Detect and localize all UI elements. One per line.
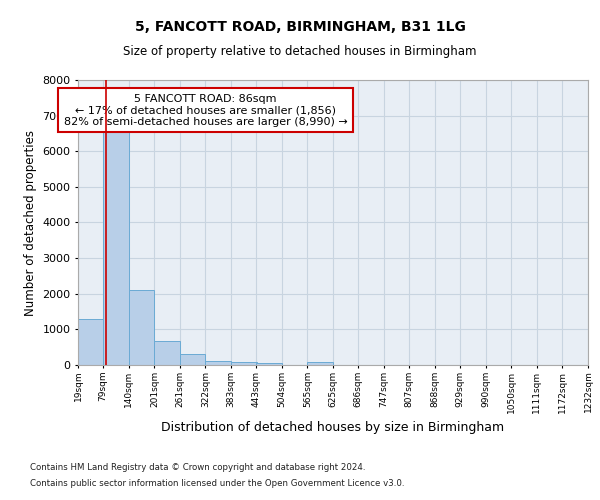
- Bar: [154, 341, 180, 365]
- Bar: [78, 318, 104, 365]
- Bar: [307, 362, 333, 365]
- Bar: [103, 130, 129, 365]
- Y-axis label: Number of detached properties: Number of detached properties: [23, 130, 37, 316]
- Text: Contains public sector information licensed under the Open Government Licence v3: Contains public sector information licen…: [30, 478, 404, 488]
- Bar: [256, 363, 282, 365]
- Bar: [205, 360, 231, 365]
- Bar: [179, 354, 205, 365]
- X-axis label: Distribution of detached houses by size in Birmingham: Distribution of detached houses by size …: [161, 421, 505, 434]
- Text: Contains HM Land Registry data © Crown copyright and database right 2024.: Contains HM Land Registry data © Crown c…: [30, 464, 365, 472]
- Text: Size of property relative to detached houses in Birmingham: Size of property relative to detached ho…: [123, 45, 477, 58]
- Text: 5 FANCOTT ROAD: 86sqm
← 17% of detached houses are smaller (1,856)
82% of semi-d: 5 FANCOTT ROAD: 86sqm ← 17% of detached …: [64, 94, 347, 126]
- Bar: [231, 362, 257, 365]
- Bar: [129, 290, 154, 365]
- Text: 5, FANCOTT ROAD, BIRMINGHAM, B31 1LG: 5, FANCOTT ROAD, BIRMINGHAM, B31 1LG: [134, 20, 466, 34]
